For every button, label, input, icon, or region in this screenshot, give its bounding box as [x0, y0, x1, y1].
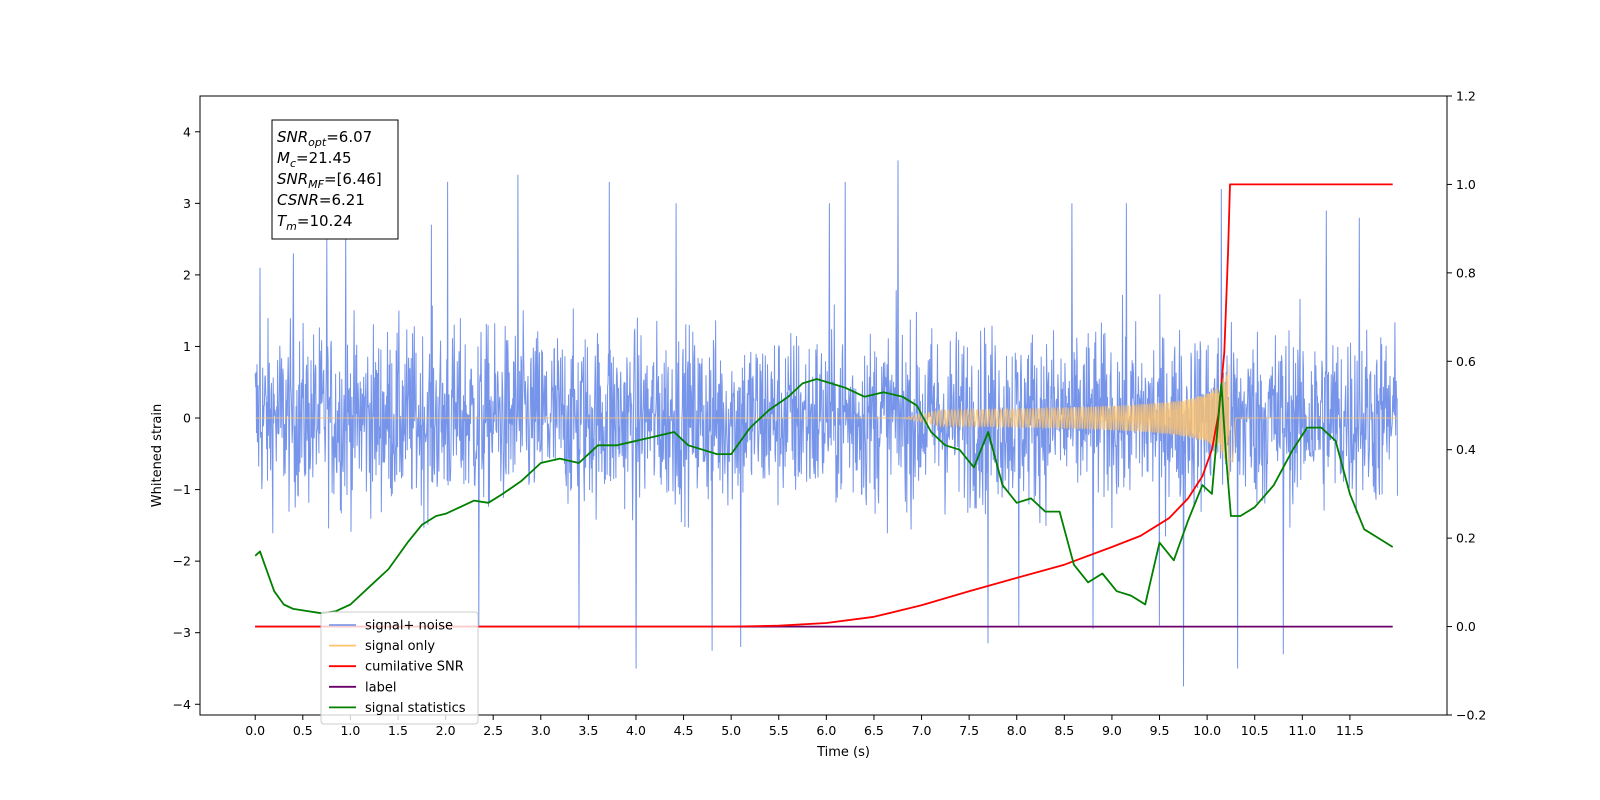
- y-tick-label: −2: [173, 554, 191, 569]
- stats-annotation-line: Tm=10.24: [277, 212, 352, 233]
- stats-annotation-line: CSNR=6.21: [277, 191, 365, 209]
- x-tick-label: 11.5: [1336, 723, 1364, 738]
- y2-tick-label: 0.8: [1456, 265, 1476, 280]
- x-tick-label: 0.0: [245, 723, 265, 738]
- x-tick-label: 8.5: [1054, 723, 1074, 738]
- x-tick-label: 9.0: [1102, 723, 1122, 738]
- y-tick-label: −1: [173, 482, 191, 497]
- y2-tick-label: 1.2: [1456, 89, 1476, 104]
- x-tick-label: 7.0: [912, 723, 932, 738]
- stats-annotation-line: Mc=21.45: [277, 149, 352, 170]
- x-tick-label: 5.0: [721, 723, 741, 738]
- y-tick-label: 2: [183, 267, 191, 282]
- y-tick-label: −4: [173, 697, 191, 712]
- y-tick-label: 0: [183, 411, 191, 426]
- x-tick-label: 6.5: [864, 723, 884, 738]
- x-tick-label: 4.0: [626, 723, 646, 738]
- series-signal-only-line: [255, 364, 1398, 480]
- x-tick-label: 7.5: [959, 723, 979, 738]
- y2-tick-label: 0.4: [1456, 442, 1476, 457]
- x-axis-label: Time (s): [816, 745, 870, 760]
- y2-tick-label: 0.2: [1456, 531, 1476, 546]
- series-cumulative-snr-line: [255, 183, 1393, 628]
- y-tick-label: 3: [183, 196, 191, 211]
- x-tick-label: 10.0: [1193, 723, 1221, 738]
- y-axis-label: Whitened strain: [150, 404, 165, 507]
- stats-annotation-line: SNRMF=[6.46]: [277, 170, 382, 191]
- x-tick-label: 5.5: [769, 723, 789, 738]
- x-tick-label: 2.0: [436, 723, 456, 738]
- x-tick-label: 4.5: [674, 723, 694, 738]
- legend-box: [320, 611, 479, 725]
- x-tick-label: 1.0: [340, 723, 360, 738]
- x-tick-label: 3.0: [531, 723, 551, 738]
- y2-tick-label: 1.0: [1456, 177, 1476, 192]
- legend-label: cumilative SNR: [365, 660, 464, 675]
- y-tick-label: −3: [173, 625, 191, 640]
- legend-label: signal only: [365, 639, 435, 654]
- stats-annotation-box: [271, 119, 399, 240]
- x-tick-label: 0.5: [293, 723, 313, 738]
- y2-tick-label: 0.0: [1456, 619, 1476, 634]
- series-signal-statistics-line: [254, 378, 1394, 615]
- plot-frame: [199, 95, 1448, 716]
- y2-tick-label: 0.6: [1456, 354, 1476, 369]
- x-tick-label: 11.0: [1288, 723, 1316, 738]
- x-tick-label: 1.5: [388, 723, 408, 738]
- legend-label: label: [365, 680, 396, 695]
- y2-tick-label: −0.2: [1456, 708, 1486, 723]
- x-tick-label: 3.5: [578, 723, 598, 738]
- stats-annotation-line: SNRopt=6.07: [277, 128, 372, 149]
- x-tick-label: 10.5: [1241, 723, 1269, 738]
- x-tick-label: 6.0: [816, 723, 836, 738]
- legend-label: signal+ noise: [365, 619, 453, 634]
- y-tick-label: 1: [183, 339, 191, 354]
- x-tick-label: 9.5: [1150, 723, 1170, 738]
- legend-label: signal statistics: [365, 701, 466, 716]
- x-tick-label: 2.5: [483, 723, 503, 738]
- y-tick-label: 4: [183, 124, 191, 139]
- x-tick-label: 8.0: [1007, 723, 1027, 738]
